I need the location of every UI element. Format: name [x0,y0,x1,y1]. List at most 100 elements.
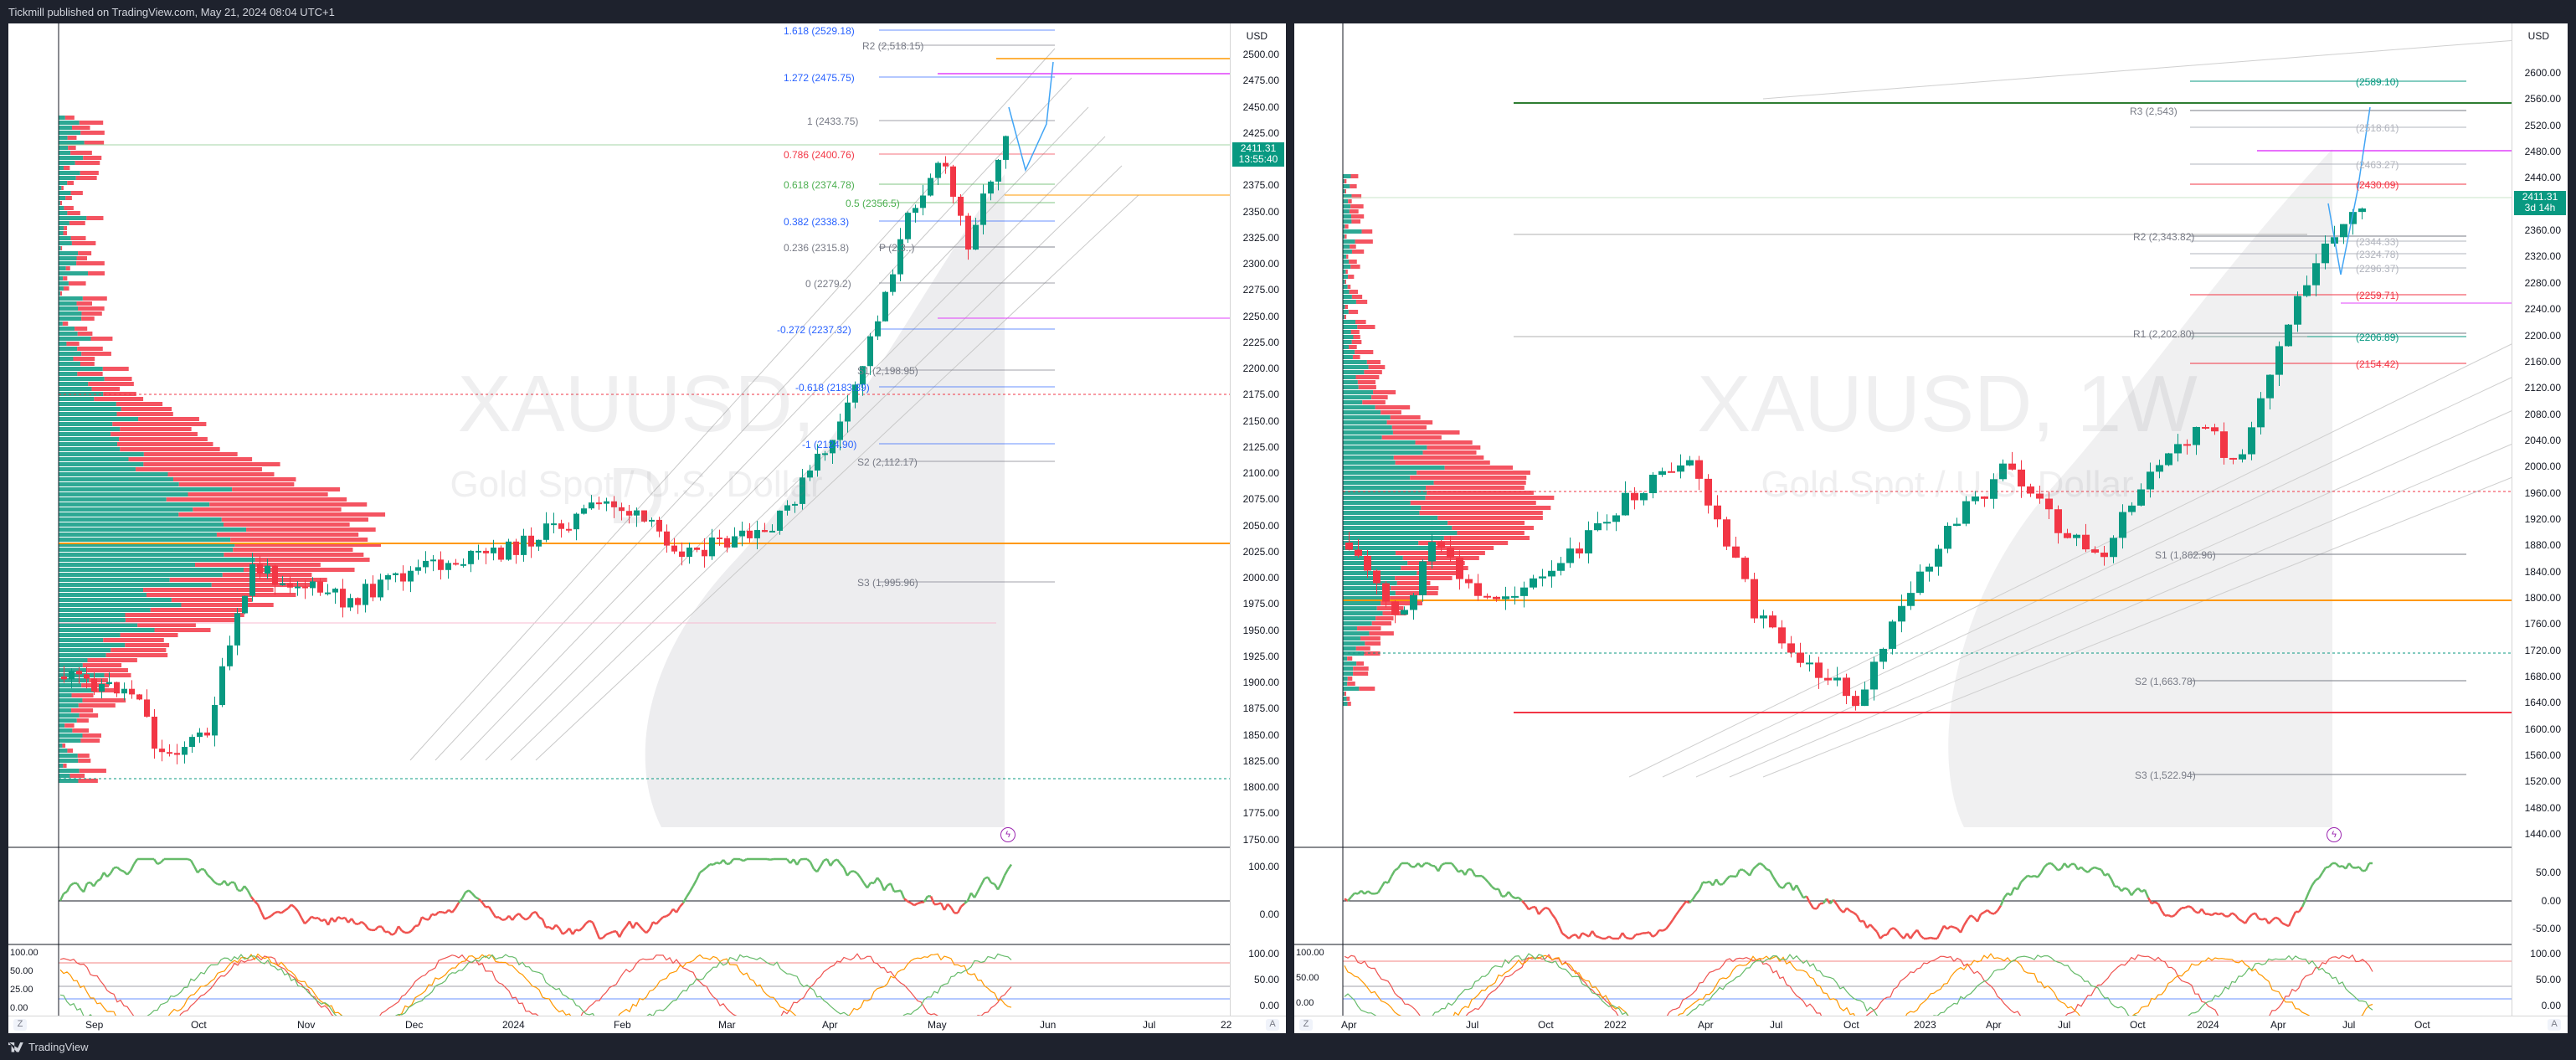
oscillator-segment [2050,862,2055,867]
volume-bar-down [135,467,262,471]
volume-bar-down [1417,571,1463,575]
volume-bar-down [1345,270,1348,274]
oscillator-segment [609,930,614,934]
volume-bar-down [1376,606,1404,610]
volume-bar-up [1343,445,1427,450]
auto-scale-button[interactable]: A [1266,1019,1279,1031]
candle-body [2147,471,2154,490]
price-tick-label: 2100.00 [1242,467,1279,479]
oscillator-segment [233,882,239,891]
oscillator-segment [2271,916,2276,922]
volume-bar-down [1350,244,1356,249]
volume-bar-down [1345,305,1349,309]
volume-bar-up [1343,365,1369,369]
candle-body [1695,460,1703,479]
price-axis[interactable]: USD 2500.002475.002450.002425.002400.002… [1230,23,1286,1033]
level-label: -0.618 (2183.89) [795,382,870,394]
time-axis[interactable]: Sep Oct Nov Dec 2024 Feb Mar Apr May Jun Jul 22 Z A [8,1016,1286,1033]
volume-bar-down [1355,320,1366,324]
oscillator-segment [2338,865,2343,868]
candle-body [852,384,858,403]
time-axis[interactable]: Apr Jul Oct 2022 Apr Jul Oct 2023 Apr Jul Oct 2024 A… [1294,1016,2568,1033]
daily-chart-panel[interactable]: XAUUSD, D Gold Spot / U.S. Dollar 1.618 … [8,23,1286,1033]
volume-bar-down [82,733,101,738]
volume-bar-up [1343,295,1352,299]
oscillator-segment [628,920,635,929]
oscillator-segment [82,882,89,893]
oscillator-segment [350,918,357,924]
price-tick-label: 2075.00 [1242,493,1279,506]
tradingview-brand[interactable]: TradingView [8,1041,89,1053]
oscillator-segment [679,902,684,908]
oscillator-segment [454,902,460,909]
volume-bar-down [1419,511,1543,515]
lightning-icon[interactable]: ϟ [1000,827,1015,842]
trend-channel-line [1729,441,2517,778]
volume-bar-down [1348,310,1359,314]
oscillator-segment [2023,874,2028,880]
candle-body [189,737,195,748]
candle-body [2100,553,2108,558]
volume-bar-up [59,749,68,753]
volume-bar-down [1349,260,1357,264]
oscillator-segment [1990,912,1995,915]
candle-body [423,560,429,568]
oscillator-segment [2328,862,2333,868]
volume-bar-down [1427,491,1534,495]
zoom-button[interactable]: Z [13,1019,27,1031]
auto-scale-button[interactable]: A [2548,1019,2561,1031]
oscillator-segment [1518,897,1523,902]
lightning-icon[interactable]: ϟ [2327,827,2342,842]
volume-bar-down [1355,300,1368,304]
volume-bar-up [1343,179,1345,183]
volume-bar-down [70,151,92,155]
price-tick-label: 2200.00 [1242,363,1279,374]
level-label: R2 (2,518.15) [862,40,924,52]
daily-chart-canvas[interactable] [8,23,1286,1033]
price-tick-label: 1875.00 [1242,702,1279,715]
oscillator-segment [1006,863,1013,871]
volume-bar-up [59,774,70,778]
volume-bar-up [59,744,63,748]
zoom-button[interactable]: Z [1299,1019,1313,1031]
volume-bar-up [59,387,92,391]
candle-body [988,181,994,194]
oscillator-segment [250,896,255,903]
indicator-tick-label: -50.00 [2532,923,2561,934]
oscillator-segment [2251,912,2256,916]
level-label: 0 (2279.2) [805,278,851,290]
weekly-chart-panel[interactable]: XAUUSD, 1W Gold Spot / U.S. Dollar (2589… [1294,23,2568,1033]
oscillator-segment [210,877,215,883]
candle-body [656,519,662,532]
candle-body [732,536,738,548]
candle-body [1474,583,1482,596]
oscillator-segment [2080,866,2085,872]
candle-body [2174,444,2182,454]
oscillator-segment [1668,919,1674,926]
stoch-left-tick: 100.00 [1296,948,1324,958]
candle-body [167,752,172,754]
oscillator-segment [515,913,520,917]
candle-body [2027,486,2034,494]
volume-bar-down [1349,290,1359,294]
oscillator-segment [2268,919,2273,925]
price-tick-label: 1750.00 [1242,833,1279,846]
weekly-chart-canvas[interactable] [1294,23,2568,1033]
oscillator-segment [1782,882,1788,889]
oscillator-segment [2090,866,2095,870]
oscillator-segment [1849,909,1854,914]
volume-bar-down [60,246,63,250]
candle-body [2183,444,2191,446]
oscillator-segment [2211,912,2216,917]
oscillator-segment [882,884,889,892]
volume-bar-up [1343,546,1436,550]
oscillator-segment [1648,931,1654,938]
oscillator-segment [2087,867,2092,873]
candle-body [280,583,285,585]
volume-bar-down [1371,621,1392,625]
oscillator-segment [2020,877,2025,883]
candle-body [144,699,150,717]
volume-bar-up [59,713,80,718]
price-axis[interactable]: USD 2600.00 2560.00 2520.00 2480.00 2440.00 2… [2512,23,2568,1033]
volume-bar-down [65,266,70,270]
